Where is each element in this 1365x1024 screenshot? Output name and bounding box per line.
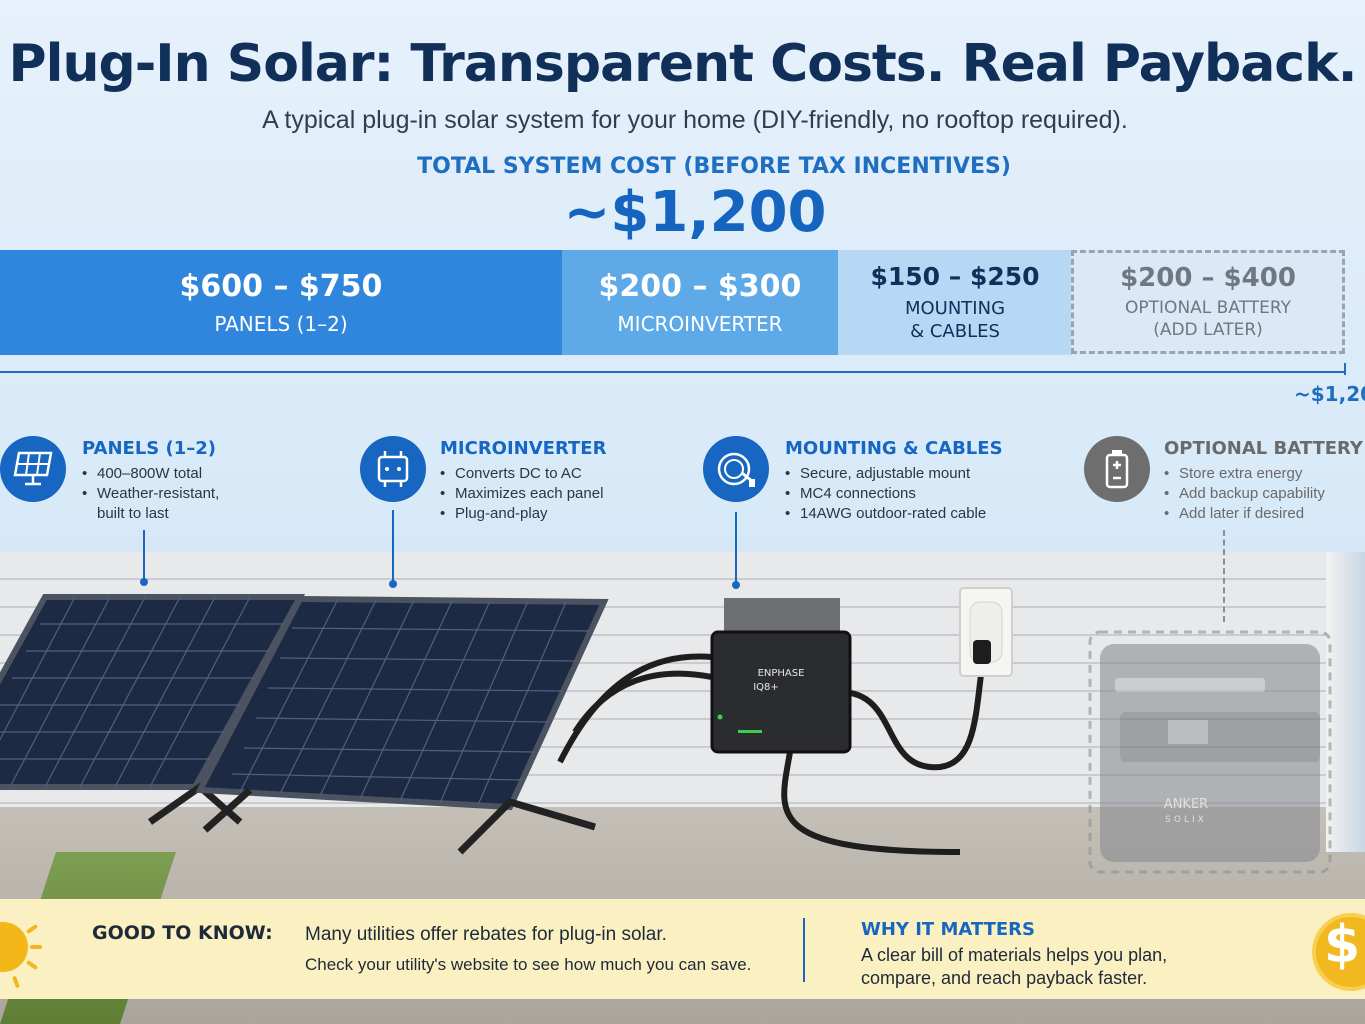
bullet-item: Add backup capability <box>1164 484 1325 504</box>
battery-brand-label: ANKER <box>1164 797 1208 812</box>
bullet-item: Maximizes each panel <box>440 484 603 504</box>
total-axis-line <box>0 371 1346 373</box>
total-axis-label: ~$1,20 <box>1294 382 1365 406</box>
segment-price: $200 – $300 <box>598 269 802 304</box>
component-bullets: Secure, adjustable mount MC4 connections… <box>785 464 986 524</box>
segment-name-line: (ADD LATER) <box>1153 320 1263 340</box>
component-title: MOUNTING & CABLES <box>785 438 1003 459</box>
microinverter-device <box>710 598 852 754</box>
bullet-item: MC4 connections <box>785 484 986 504</box>
component-title: PANELS (1–2) <box>82 438 217 459</box>
info-banner <box>0 899 1365 999</box>
bullet-item-continued: built to last <box>97 505 169 522</box>
segment-price: $200 – $400 <box>1120 263 1296 293</box>
leader-line-microinverter <box>392 510 394 583</box>
segment-price: $600 – $750 <box>179 269 383 304</box>
component-title: OPTIONAL BATTERY <box>1164 438 1363 459</box>
bullet-item: Weather-resistant, <box>82 484 219 504</box>
battery-unit <box>1088 630 1332 874</box>
cost-segment-battery: $200 – $400 OPTIONAL BATTERY (ADD LATER) <box>1071 250 1345 354</box>
leader-dot-microinverter <box>389 580 397 588</box>
total-axis-tick <box>1344 363 1346 375</box>
leader-line-battery <box>1223 530 1225 622</box>
bullet-item: Add later if desired <box>1164 504 1325 524</box>
segment-name-line: & CABLES <box>910 321 1000 342</box>
component-bullets: Store extra energy Add backup capability… <box>1164 464 1325 524</box>
solar-panel-icon <box>0 436 66 502</box>
segment-name-line: MOUNTING <box>904 298 1006 319</box>
bullet-item: Store extra energy <box>1164 464 1325 484</box>
wall-outlet <box>959 587 1013 677</box>
why-it-matters-label: WHY IT MATTERS <box>861 919 1035 940</box>
segment-name: MOUNTING & CABLES <box>905 297 1005 343</box>
bullet-item: Converts DC to AC <box>440 464 603 484</box>
cost-breakdown-bar: $600 – $750 PANELS (1–2) $200 – $300 MIC… <box>0 250 1072 355</box>
page-title: Plug-In Solar: Transparent Costs. Real P… <box>8 34 1358 94</box>
segment-name-line: OPTIONAL BATTERY <box>1125 298 1291 318</box>
bullet-item: 14AWG outdoor-rated cable <box>785 504 986 524</box>
battery-icon <box>1084 436 1150 502</box>
segment-price: $150 – $250 <box>870 262 1040 291</box>
solar-panel-right <box>195 595 609 855</box>
mc4-cables <box>557 646 988 855</box>
component-bullets: 400–800W total Weather-resistant, built … <box>82 464 219 524</box>
good-to-know-label: GOOD TO KNOW: <box>92 922 273 944</box>
cable-icon <box>703 436 769 502</box>
segment-name: MICROINVERTER <box>617 312 783 336</box>
battery-model-label: SOLIX <box>1165 815 1207 825</box>
cost-segment-panels: $600 – $750 PANELS (1–2) <box>0 250 562 355</box>
segment-name: OPTIONAL BATTERY (ADD LATER) <box>1125 297 1291 341</box>
scene-illustration: ENPHASE IQ8+ ANKER SOLIX <box>0 587 1332 874</box>
why-it-matters-text: A clear bill of materials helps you plan… <box>861 945 1168 965</box>
page-subtitle: A typical plug-in solar system for your … <box>262 106 1128 134</box>
good-to-know-text: Many utilities offer rebates for plug-in… <box>305 924 667 945</box>
segment-name: PANELS (1–2) <box>214 312 348 336</box>
dollar-sign: $ <box>1324 915 1361 975</box>
bullet-item: Plug-and-play <box>440 504 603 524</box>
leader-dot-panels <box>140 578 148 586</box>
leader-line-mounting <box>735 512 737 584</box>
why-it-matters-text: compare, and reach payback faster. <box>861 968 1148 988</box>
total-cost-label: TOTAL SYSTEM COST (BEFORE TAX INCENTIVES… <box>417 154 1011 179</box>
cost-segment-mounting: $150 – $250 MOUNTING & CABLES <box>838 250 1072 355</box>
component-title: MICROINVERTER <box>440 438 607 459</box>
total-cost-value: ~$1,200 <box>563 180 827 245</box>
component-bullets: Converts DC to AC Maximizes each panel P… <box>440 464 603 524</box>
sun-ray <box>30 945 42 949</box>
inverter-brand-label: ENPHASE <box>758 668 805 679</box>
leader-dot-mounting <box>732 581 740 589</box>
microinverter-icon <box>360 436 426 502</box>
bullet-item: Secure, adjustable mount <box>785 464 986 484</box>
good-to-know-text: Check your utility's website to see how … <box>305 955 752 974</box>
leader-line-panels <box>143 530 145 580</box>
patio-door <box>1326 552 1365 852</box>
banner-divider <box>803 918 805 982</box>
inverter-model-label: IQ8+ <box>753 682 779 693</box>
bullet-item: 400–800W total <box>82 464 219 484</box>
cost-segment-microinverter: $200 – $300 MICROINVERTER <box>562 250 838 355</box>
